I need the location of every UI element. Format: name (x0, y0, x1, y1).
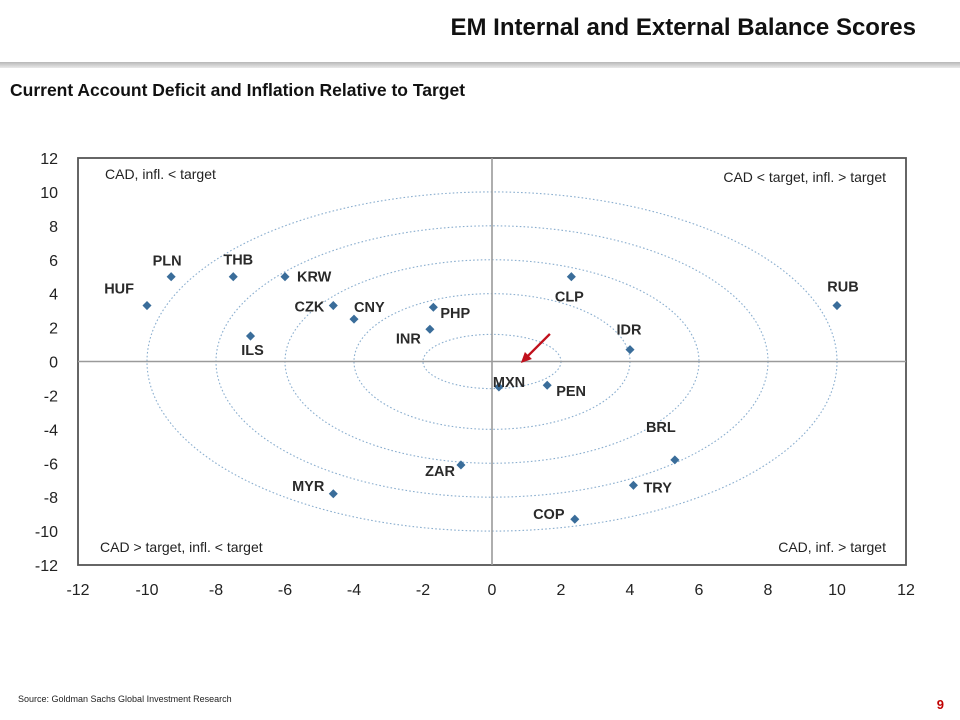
data-label-cop: COP (533, 507, 565, 523)
y-tick-label: 12 (40, 151, 58, 168)
data-point-idr (625, 345, 635, 355)
x-tick-label: 4 (626, 582, 635, 599)
data-point-czk (328, 301, 338, 311)
data-label-huf: HUF (104, 282, 134, 298)
x-tick-label: -8 (209, 582, 223, 599)
annotation-arrow-shaft (525, 333, 551, 359)
data-label-rub: RUB (827, 280, 858, 296)
data-label-thb: THB (223, 253, 253, 269)
annotation-arrow-head (520, 351, 532, 363)
y-tick-label: -12 (35, 558, 58, 575)
data-label-pln: PLN (153, 254, 182, 270)
data-point-try (628, 480, 638, 490)
x-tick-label: 0 (488, 582, 497, 599)
y-tick-label: 8 (49, 219, 58, 236)
y-tick-label: 2 (49, 321, 58, 338)
data-point-inr (425, 324, 435, 334)
source-note: Source: Goldman Sachs Global Investment … (18, 694, 232, 704)
data-label-brl: BRL (646, 420, 676, 436)
y-tick-label: -4 (44, 422, 58, 439)
page-number: 9 (936, 697, 944, 712)
data-point-php (428, 302, 438, 312)
data-label-pen: PEN (556, 384, 586, 400)
x-tick-label: -6 (278, 582, 292, 599)
quadrant-label: CAD > target, infl. < target (100, 539, 263, 555)
x-tick-label: 6 (695, 582, 704, 599)
data-point-ils (245, 331, 256, 341)
data-label-clp: CLP (555, 290, 584, 306)
data-label-idr: IDR (617, 323, 643, 339)
data-label-zar: ZAR (425, 464, 455, 480)
y-tick-label: -10 (35, 524, 58, 541)
x-tick-label: 10 (828, 582, 846, 599)
data-point-clp (566, 272, 576, 282)
data-point-myr (328, 489, 338, 499)
data-label-inr: INR (396, 331, 422, 347)
x-tick-label: 8 (764, 582, 773, 599)
data-point-pen (542, 380, 552, 390)
y-tick-label: -6 (44, 456, 58, 473)
data-label-try: TRY (643, 480, 672, 496)
data-label-mxn: MXN (493, 375, 525, 391)
data-label-myr: MYR (292, 479, 325, 495)
x-tick-label: -12 (66, 582, 89, 599)
y-tick-label: 6 (49, 253, 58, 270)
quadrant-label: CAD, infl. < target (105, 166, 216, 182)
y-tick-label: -8 (44, 490, 58, 507)
y-tick-label: -2 (44, 388, 58, 405)
data-point-pln (166, 272, 176, 282)
x-tick-label: 12 (897, 582, 915, 599)
data-point-cop (570, 514, 580, 524)
data-point-brl (670, 455, 680, 465)
chart-title: Current Account Deficit and Inflation Re… (10, 80, 466, 100)
data-point-rub (832, 301, 842, 311)
y-tick-label: 10 (40, 185, 58, 202)
x-tick-label: -2 (416, 582, 430, 599)
x-tick-label: 2 (557, 582, 566, 599)
data-label-ils: ILS (241, 343, 264, 359)
quadrant-label: CAD, inf. > target (778, 539, 886, 555)
x-tick-label: -4 (347, 582, 361, 599)
data-label-czk: CZK (294, 300, 324, 316)
data-point-huf (142, 301, 152, 311)
quadrant-label: CAD < target, infl. > target (723, 169, 886, 185)
data-label-php: PHP (440, 306, 470, 322)
y-tick-label: 4 (49, 287, 58, 304)
x-tick-label: -10 (135, 582, 158, 599)
slide-title: EM Internal and External Balance Scores (450, 14, 916, 41)
title-divider (0, 62, 960, 68)
data-label-krw: KRW (297, 270, 332, 286)
data-label-cny: CNY (354, 300, 385, 316)
y-tick-label: 0 (49, 355, 58, 372)
data-point-thb (228, 272, 238, 282)
